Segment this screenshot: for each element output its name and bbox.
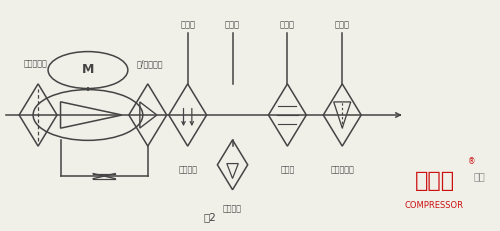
Text: ®: ® — [468, 157, 475, 166]
Text: 高效过滤器: 高效过滤器 — [330, 165, 354, 174]
Text: 杂志: 杂志 — [474, 170, 485, 180]
Text: 位置四: 位置四 — [334, 20, 349, 29]
Text: 位置一: 位置一 — [180, 20, 195, 29]
Text: 位置三: 位置三 — [280, 20, 295, 29]
Text: 干燥器: 干燥器 — [280, 165, 294, 174]
Text: 位置二: 位置二 — [225, 20, 240, 29]
Text: 汽/油分离器: 汽/油分离器 — [137, 59, 164, 68]
Text: 预过滤器: 预过滤器 — [223, 204, 242, 213]
Text: 进气过滤器: 进气过滤器 — [24, 59, 48, 68]
Text: 图2: 图2 — [204, 211, 216, 221]
Text: 后冷却器: 后冷却器 — [178, 165, 197, 174]
Text: 压缩机: 压缩机 — [414, 170, 455, 190]
Text: COMPRESSOR: COMPRESSOR — [405, 201, 464, 210]
Text: M: M — [82, 63, 94, 76]
